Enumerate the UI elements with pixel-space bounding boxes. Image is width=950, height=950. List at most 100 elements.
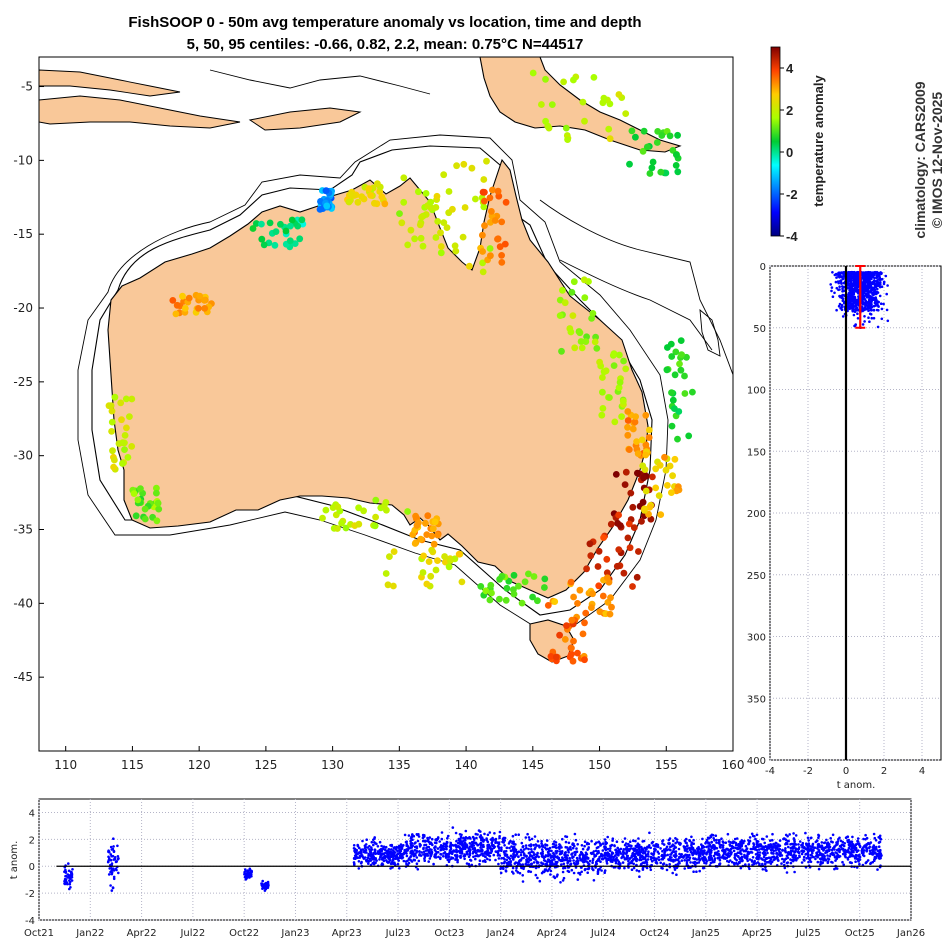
map-data-point (266, 219, 274, 227)
time-series-data-point (381, 858, 384, 861)
time-series-data-point (609, 847, 612, 850)
map-data-point (560, 78, 567, 86)
time-series-data-point (605, 862, 609, 865)
depth-data-point (882, 302, 885, 306)
time-series-data-point (519, 858, 523, 862)
map-data-point (678, 351, 685, 358)
time-series-data-point (592, 879, 596, 882)
map-data-point (657, 511, 665, 518)
time-series-data-point (853, 855, 857, 858)
map-data-point (360, 507, 367, 515)
time-series-data-point (809, 836, 813, 840)
map-data-point (668, 489, 675, 496)
map-data-point (487, 581, 495, 589)
map-data-point (674, 131, 681, 139)
time-series-data-point (816, 854, 820, 857)
time-series-data-point (800, 861, 804, 864)
time-series-data-point (587, 842, 591, 846)
time-series-data-point (562, 862, 566, 866)
depth-x-label: t anom. (837, 780, 876, 791)
time-series-data-point (558, 850, 562, 853)
map-data-point (479, 259, 486, 267)
time-series-data-point (479, 846, 482, 849)
map-data-point (420, 552, 427, 560)
depth-data-point (860, 289, 864, 292)
time-series-data-point (69, 886, 72, 889)
map-data-point (396, 210, 403, 218)
time-series-data-point (527, 863, 531, 866)
depth-data-point (868, 312, 872, 316)
time-series-data-point (718, 862, 722, 865)
time-series-data-point (713, 857, 717, 860)
time-series-data-point (634, 859, 638, 862)
time-series-data-point (755, 833, 759, 837)
time-series-data-point (701, 837, 704, 841)
time-series-data-point (537, 855, 540, 859)
time-series-data-point (826, 854, 829, 857)
time-series-data-point (695, 870, 698, 873)
depth-data-point (846, 274, 850, 278)
time-series-data-point (462, 836, 465, 840)
time-series-data-point (387, 848, 391, 851)
time-series-data-point (638, 858, 641, 862)
map-x-tick-label: 120 (188, 758, 211, 772)
map-data-point (460, 160, 468, 168)
time-series-data-point (797, 851, 801, 855)
map-data-point (642, 411, 650, 419)
depth-data-point (853, 324, 856, 328)
map-data-point (400, 174, 408, 182)
map-x-tick-label: 150 (588, 758, 611, 772)
time-series-data-point (521, 863, 525, 866)
map-data-point (124, 454, 132, 461)
time-series-data-point (570, 868, 574, 872)
time-series-data-point (713, 860, 716, 864)
time-series-data-point (433, 855, 436, 858)
map-data-point (119, 439, 127, 447)
map-data-point (588, 604, 595, 611)
time-series-data-point (382, 852, 385, 856)
time-series-data-point (827, 858, 831, 861)
depth-data-point (857, 291, 860, 295)
time-series-data-point (482, 843, 485, 847)
map-data-point (323, 202, 331, 210)
time-series-data-point (659, 847, 662, 850)
map-data-point (616, 351, 623, 359)
time-series-data-point (619, 852, 623, 855)
map-data-point (510, 590, 518, 598)
time-series-data-point (609, 859, 613, 862)
time-series-data-point (677, 862, 680, 865)
time-series-data-point (425, 854, 429, 857)
time-series-data-point (383, 854, 387, 858)
time-series-data-point (780, 862, 783, 865)
time-series-data-point (409, 839, 412, 843)
map-data-point (495, 192, 503, 200)
map-data-point (195, 305, 202, 312)
time-series-data-point (492, 853, 496, 857)
time-series-data-point (655, 860, 658, 864)
depth-data-point (864, 273, 868, 277)
depth-data-point (870, 316, 874, 320)
time-series-data-point (705, 860, 709, 863)
time-series-data-point (413, 858, 417, 862)
depth-data-point (854, 303, 858, 307)
time-series-data-point (448, 858, 452, 861)
map-data-point (668, 422, 676, 430)
time-series-data-point (831, 852, 835, 855)
time-series-data-point (811, 845, 814, 848)
time-series-data-point (872, 847, 875, 850)
colorbar-gradient (770, 46, 781, 237)
time-series-data-point (560, 846, 563, 849)
map-data-point (123, 424, 130, 432)
time-series-data-point (864, 861, 868, 865)
map-data-point (542, 75, 549, 83)
depth-data-point (872, 273, 876, 277)
map-data-point (418, 213, 425, 221)
time-series-panel: Oct21 Jan22 Apr22 Jul22 Oct22 Jan23 Apr23 Jul23… (9, 798, 925, 939)
chart-title: FishSOOP 0 - 50m avg temperature anomaly… (128, 14, 641, 31)
time-series-data-point (574, 866, 578, 869)
time-series-data-point (834, 867, 838, 870)
time-series-data-point (67, 869, 71, 873)
time-series-data-point (842, 863, 845, 866)
time-series-data-point (646, 852, 650, 856)
time-series-data-point (841, 852, 845, 856)
